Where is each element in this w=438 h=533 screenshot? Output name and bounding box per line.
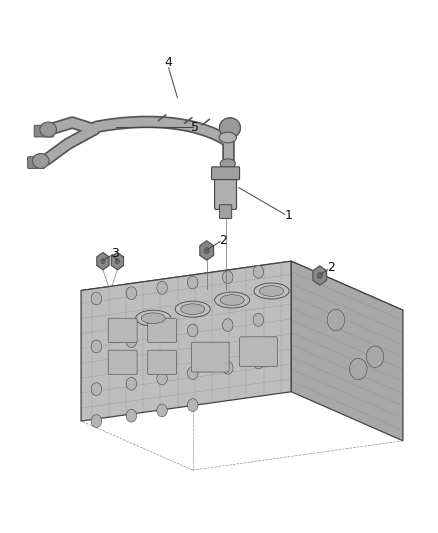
Polygon shape [111,253,124,270]
FancyBboxPatch shape [108,350,137,375]
Circle shape [157,404,167,417]
Ellipse shape [220,159,236,168]
Text: 3: 3 [111,247,119,260]
Polygon shape [97,253,109,270]
Ellipse shape [175,301,210,317]
Ellipse shape [254,283,289,299]
Circle shape [91,383,102,395]
Ellipse shape [136,310,171,326]
Circle shape [126,335,137,348]
Ellipse shape [219,132,237,143]
Circle shape [253,265,264,278]
Circle shape [253,313,264,326]
Circle shape [187,276,198,289]
Polygon shape [81,261,403,340]
Circle shape [91,415,102,427]
Circle shape [157,372,167,385]
Ellipse shape [259,286,284,296]
Circle shape [157,329,167,342]
Circle shape [253,356,264,369]
FancyBboxPatch shape [240,337,277,367]
Text: 1: 1 [285,209,293,222]
FancyBboxPatch shape [148,350,177,375]
Polygon shape [81,261,291,421]
Ellipse shape [220,295,244,305]
FancyBboxPatch shape [34,125,53,137]
FancyBboxPatch shape [212,167,240,180]
Polygon shape [291,261,403,441]
Circle shape [115,259,120,264]
Text: 2: 2 [327,261,335,274]
Circle shape [91,340,102,353]
Circle shape [126,409,137,422]
Text: 2: 2 [219,235,227,247]
Circle shape [187,399,198,411]
FancyBboxPatch shape [108,318,137,343]
Ellipse shape [215,292,250,308]
FancyBboxPatch shape [219,205,232,219]
FancyBboxPatch shape [191,342,229,372]
Polygon shape [313,266,327,285]
Circle shape [327,309,345,330]
Ellipse shape [219,118,240,138]
Circle shape [91,292,102,305]
Polygon shape [200,241,214,260]
Ellipse shape [180,304,205,314]
Circle shape [101,259,105,264]
Circle shape [126,377,137,390]
Circle shape [204,247,209,254]
Circle shape [157,281,167,294]
FancyBboxPatch shape [215,169,237,209]
Ellipse shape [141,313,165,324]
Circle shape [366,346,384,367]
Circle shape [223,319,233,332]
Circle shape [317,272,322,279]
Circle shape [126,287,137,300]
Circle shape [223,361,233,374]
Text: 5: 5 [191,122,199,134]
Circle shape [187,324,198,337]
Ellipse shape [32,154,49,168]
Text: 4: 4 [165,56,173,69]
Circle shape [187,367,198,379]
Ellipse shape [40,122,57,137]
Circle shape [350,358,367,379]
Circle shape [223,271,233,284]
FancyBboxPatch shape [148,318,177,343]
FancyBboxPatch shape [28,157,45,168]
